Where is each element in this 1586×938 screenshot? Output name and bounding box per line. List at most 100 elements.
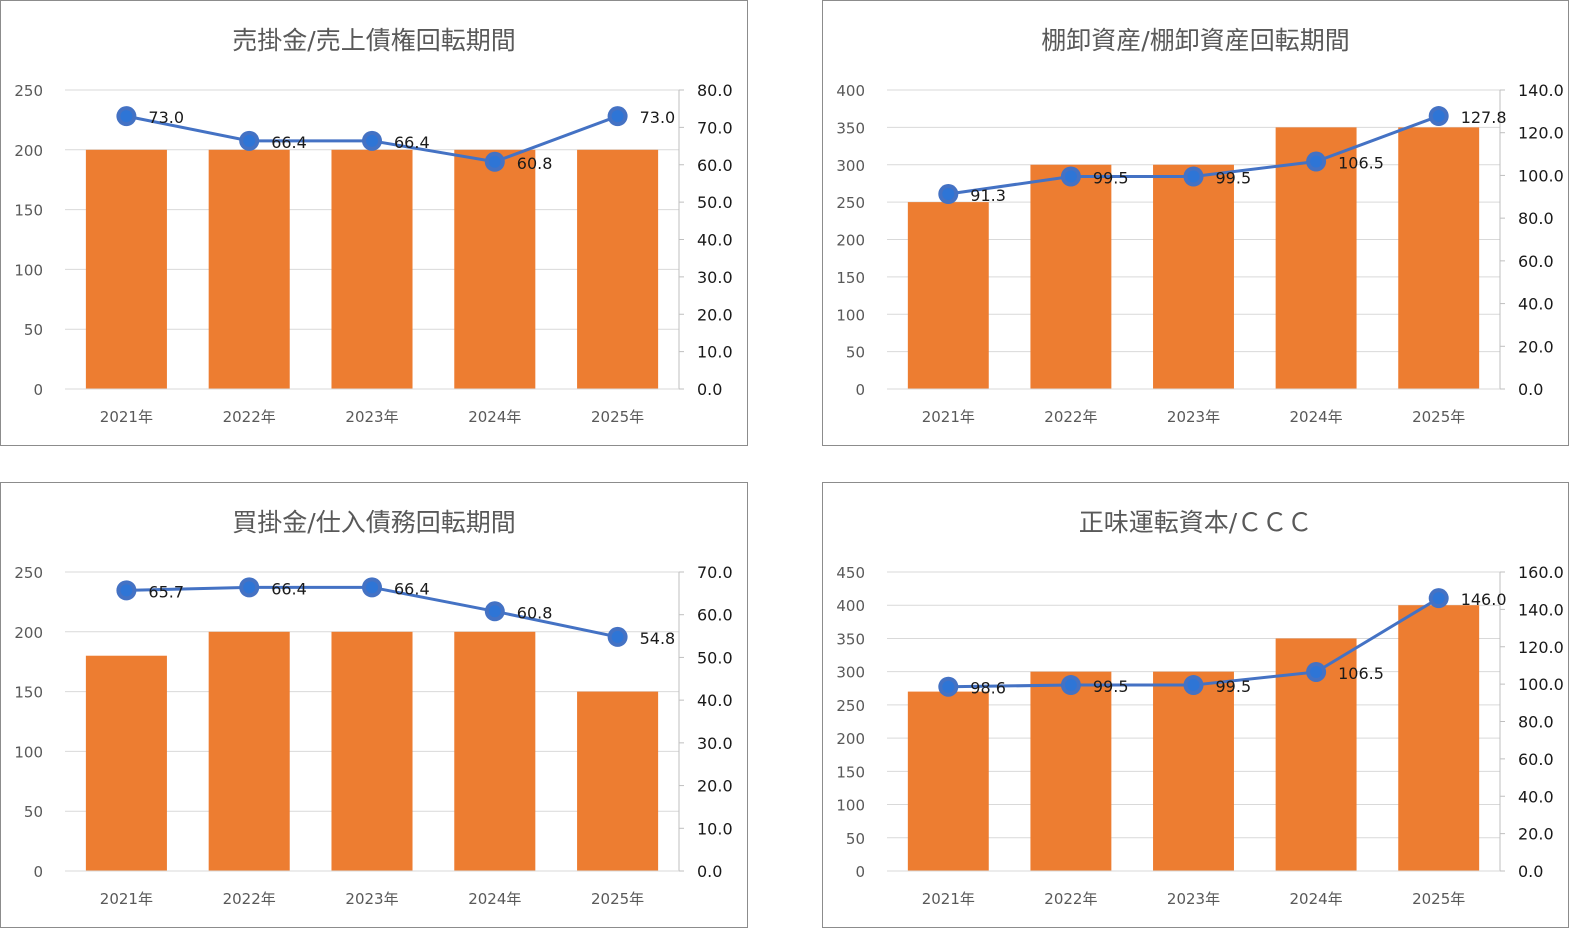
y-tick-label: 50 — [24, 321, 43, 339]
line-point-core — [120, 110, 133, 123]
line-point-core — [1310, 665, 1323, 678]
y-tick-label: 100 — [14, 261, 43, 279]
data-label: 146.0 — [1461, 590, 1507, 609]
bar — [1153, 671, 1234, 871]
bar — [331, 631, 413, 871]
y2-tick-label: 20.0 — [697, 305, 733, 324]
data-label: 54.8 — [640, 629, 676, 648]
x-tick-label: 2021年 — [922, 890, 975, 908]
y2-tick-label: 40.0 — [1518, 787, 1554, 806]
x-tick-label: 2025年 — [1412, 890, 1465, 908]
y-tick-label: 300 — [836, 157, 865, 175]
chart-panel-inventory: 棚卸資産/棚卸資産回転期間 0 50 100 150 200 250 300 350 400 0.0… — [822, 0, 1569, 446]
x-tick-label: 2023年 — [345, 408, 398, 426]
y2-tick-label: 50.0 — [697, 648, 733, 667]
y-tick-label: 200 — [836, 232, 865, 250]
bar — [1398, 127, 1480, 389]
y2-tick-label: 140.0 — [1518, 600, 1564, 619]
data-label: 66.4 — [271, 133, 307, 152]
y2-tick-label: 30.0 — [697, 734, 733, 753]
x-tick-label: 2022年 — [1044, 890, 1097, 908]
y-tick-label: 150 — [836, 269, 865, 287]
y2-tick-label: 120.0 — [1518, 638, 1564, 657]
line-point-core — [611, 110, 624, 123]
chart-svg: 売掛金/売上債権回転期間 0 50 100 150 200 250 0.0 10.0 20.0 30… — [14, 26, 733, 426]
x-tick-label: 2022年 — [223, 408, 276, 426]
y-tick-label: 200 — [14, 142, 43, 160]
y-tick-label: 150 — [836, 763, 865, 781]
line-point-core — [1064, 679, 1077, 692]
line-point-core — [1187, 679, 1200, 692]
bar — [1030, 164, 1112, 389]
y2-tick-label: 60.0 — [1518, 252, 1554, 271]
x-tick-label: 2025年 — [591, 408, 644, 426]
y-tick-label: 300 — [836, 664, 865, 682]
data-label: 66.4 — [394, 579, 430, 598]
x-tick-label: 2023年 — [345, 890, 398, 908]
chart-title: 正味運転資本/ＣＣＣ — [1079, 508, 1312, 537]
line-point-core — [1432, 592, 1445, 605]
y2-tick-label: 70.0 — [697, 118, 733, 137]
data-label: 73.0 — [148, 108, 184, 127]
y-tick-label: 100 — [836, 797, 865, 815]
y-tick-label: 350 — [836, 119, 865, 137]
bar — [85, 655, 167, 871]
line-point-core — [1187, 170, 1200, 183]
bar — [577, 149, 659, 389]
y-tick-label: 400 — [836, 597, 865, 615]
bar — [331, 149, 413, 389]
data-label: 66.4 — [271, 579, 307, 598]
y2-tick-label: 80.0 — [1518, 209, 1554, 228]
chart-title: 売掛金/売上債権回転期間 — [232, 26, 515, 55]
y2-tick-label: 0.0 — [697, 380, 722, 399]
chart-title: 買掛金/仕入債務回転期間 — [232, 508, 515, 537]
y2-tick-label: 20.0 — [1518, 825, 1554, 844]
y2-tick-label: 120.0 — [1518, 124, 1564, 143]
y-tick-label: 0 — [33, 381, 43, 399]
y2-tick-label: 10.0 — [697, 819, 733, 838]
bar — [208, 631, 290, 871]
y-tick-label: 50 — [24, 803, 43, 821]
y2-tick-label: 80.0 — [697, 81, 733, 100]
y-tick-label: 250 — [836, 194, 865, 212]
y2-tick-label: 100.0 — [1518, 166, 1564, 185]
y-tick-label: 0 — [33, 863, 43, 881]
y-tick-label: 150 — [14, 684, 43, 702]
bar — [1030, 671, 1112, 871]
x-tick-label: 2021年 — [922, 408, 975, 426]
data-label: 98.6 — [970, 679, 1006, 698]
bar — [1153, 164, 1234, 389]
y-tick-label: 200 — [836, 730, 865, 748]
x-tick-label: 2024年 — [1290, 890, 1343, 908]
bar — [208, 149, 290, 389]
line-point-core — [120, 584, 133, 597]
x-tick-label: 2024年 — [468, 408, 521, 426]
x-tick-label: 2022年 — [223, 890, 276, 908]
y2-tick-label: 60.0 — [697, 606, 733, 625]
chart-svg: 正味運転資本/ＣＣＣ 0 50 100 150 200 250 300 350 400 450 0.0… — [836, 508, 1564, 908]
data-label: 99.5 — [1093, 168, 1129, 187]
bar — [1398, 605, 1480, 871]
y-tick-label: 400 — [836, 82, 865, 100]
x-tick-label: 2025年 — [591, 890, 644, 908]
y2-tick-label: 40.0 — [697, 691, 733, 710]
x-tick-label: 2021年 — [100, 890, 153, 908]
x-tick-label: 2025年 — [1412, 408, 1465, 426]
x-tick-label: 2021年 — [100, 408, 153, 426]
x-tick-label: 2023年 — [1167, 408, 1220, 426]
y2-tick-label: 40.0 — [697, 231, 733, 250]
y-tick-label: 200 — [14, 624, 43, 642]
y2-tick-label: 140.0 — [1518, 81, 1564, 100]
line-point-core — [611, 630, 624, 643]
bar — [577, 691, 659, 871]
bar — [454, 149, 536, 389]
data-label: 73.0 — [640, 108, 676, 127]
y-tick-label: 50 — [846, 830, 865, 848]
y2-tick-label: 20.0 — [697, 777, 733, 796]
y2-tick-label: 60.0 — [1518, 750, 1554, 769]
chart-svg: 買掛金/仕入債務回転期間 0 50 100 150 200 250 0.0 10.0 20.0 30… — [14, 508, 733, 908]
bar — [907, 202, 989, 389]
y-tick-label: 50 — [846, 344, 865, 362]
y2-tick-label: 50.0 — [697, 193, 733, 212]
chart-panel-accounts-payable: 買掛金/仕入債務回転期間 0 50 100 150 200 250 0.0 10.0 20.0 30… — [0, 482, 748, 928]
